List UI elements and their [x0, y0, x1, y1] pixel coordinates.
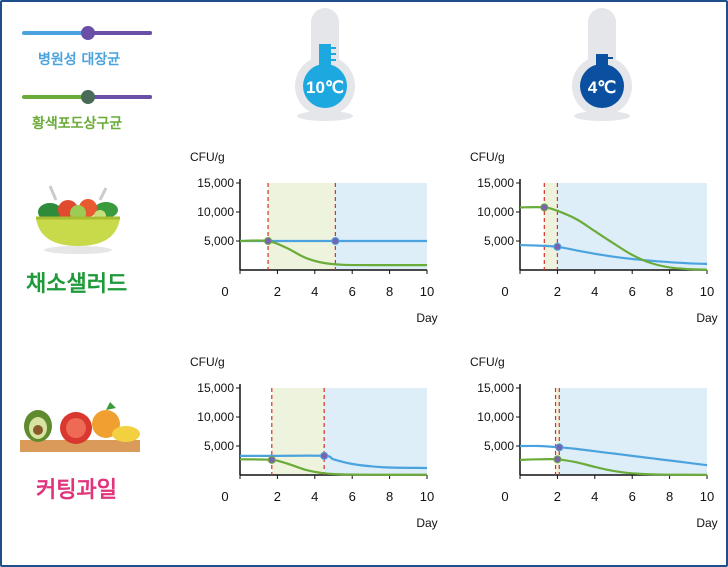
- x-tick-label: 0: [221, 489, 228, 504]
- y-tick-label: 15,000: [477, 381, 514, 395]
- x-axis-label: Day: [416, 516, 437, 530]
- legend-marker-ecoli: [81, 26, 95, 40]
- y-tick-label: 5,000: [484, 234, 514, 248]
- x-tick-label: 10: [700, 489, 714, 504]
- phase-region-decline: [557, 183, 707, 270]
- x-axis-label: Day: [696, 516, 717, 530]
- data-point-marker-ecoli: [320, 451, 329, 460]
- data-point-marker-ecoli: [331, 237, 340, 245]
- y-axis-label: CFU/g: [190, 355, 225, 369]
- series-line-staph: [519, 206, 708, 271]
- y-tick-label: 5,000: [484, 439, 514, 453]
- thermometer-10c-label: 10℃: [306, 78, 344, 97]
- x-tick-label: 2: [554, 489, 561, 504]
- thermometer-4c-label: 4℃: [588, 78, 617, 97]
- x-tick-label: 10: [420, 489, 434, 504]
- y-tick-label: 15,000: [197, 176, 234, 190]
- chart-fruit-10c: 5,000 10,000 15,000 0 2 4 6 8 10 CFU/g Day: [190, 355, 438, 530]
- y-tick-label: 15,000: [197, 381, 234, 395]
- x-axis-label: Day: [696, 311, 717, 325]
- row-label-salad: 채소샐러드: [26, 272, 128, 297]
- x-tick-label: 4: [591, 489, 598, 504]
- x-tick-label: 2: [274, 489, 281, 504]
- phase-region-decline: [335, 183, 427, 270]
- x-tick-label: 8: [666, 284, 673, 299]
- data-point-marker-staph: [540, 203, 549, 212]
- legend-line-staph: [22, 90, 152, 104]
- y-tick-label: 15,000: [477, 176, 514, 190]
- x-tick-label: 4: [591, 284, 598, 299]
- x-tick-label: 8: [386, 489, 393, 504]
- x-tick-label: 6: [629, 489, 636, 504]
- data-point-marker-staph: [553, 455, 562, 464]
- x-tick-label: 4: [311, 489, 318, 504]
- y-tick-label: 10,000: [197, 410, 234, 424]
- phase-region-decline: [559, 388, 707, 475]
- x-tick-label: 6: [349, 489, 356, 504]
- y-tick-label: 10,000: [477, 410, 514, 424]
- x-tick-label: 10: [420, 284, 434, 299]
- x-tick-label: 6: [349, 284, 356, 299]
- y-tick-label: 5,000: [204, 234, 234, 248]
- y-axis-label: CFU/g: [190, 150, 225, 164]
- series-line-ecoli: [239, 454, 428, 470]
- y-tick-label: 10,000: [197, 205, 234, 219]
- series-line-ecoli: [519, 444, 708, 467]
- x-axis-label: Day: [416, 311, 437, 325]
- y-axis-label: CFU/g: [470, 150, 505, 164]
- thermometer-4c-icon: 4℃: [572, 8, 632, 121]
- x-tick-label: 8: [666, 489, 673, 504]
- cut-fruit-icon: [20, 402, 140, 452]
- legend-marker-staph: [81, 90, 95, 104]
- x-tick-label: 8: [386, 284, 393, 299]
- thermometer-10c-icon: 10℃: [295, 8, 355, 121]
- legend-label-staph: 황색포도상구균: [32, 116, 123, 132]
- x-tick-label: 0: [221, 284, 228, 299]
- chart-salad-4c: 5,000 10,000 15,000 0 2 4 6 8 10 CFU/g Day: [470, 150, 718, 325]
- y-tick-label: 5,000: [204, 439, 234, 453]
- data-point-marker-ecoli: [555, 443, 564, 452]
- data-point-marker-staph: [264, 237, 273, 245]
- data-point-marker-ecoli: [553, 242, 562, 251]
- x-tick-label: 2: [274, 284, 281, 299]
- x-tick-label: 6: [629, 284, 636, 299]
- x-tick-label: 0: [501, 489, 508, 504]
- y-tick-label: 10,000: [477, 205, 514, 219]
- chart-salad-10c: 5,000 10,000 15,000 0 2 4 6 8 10 CFU/g Day: [190, 150, 438, 325]
- salad-bowl-icon: [36, 185, 120, 254]
- series-line-staph: [519, 457, 708, 476]
- series-line-ecoli: [519, 244, 708, 265]
- phase-region-lag: [544, 183, 558, 270]
- legend-label-ecoli: 병원성 대장균: [38, 52, 121, 68]
- phase-region-lag: [555, 388, 560, 475]
- x-tick-label: 0: [501, 284, 508, 299]
- x-tick-label: 4: [311, 284, 318, 299]
- row-label-fruit: 커팅과일: [36, 478, 117, 503]
- x-tick-label: 2: [554, 284, 561, 299]
- legend-line-ecoli: [22, 26, 152, 40]
- x-tick-label: 10: [700, 284, 714, 299]
- y-axis-label: CFU/g: [470, 355, 505, 369]
- chart-fruit-4c: 5,000 10,000 15,000 0 2 4 6 8 10 CFU/g Day: [470, 355, 718, 530]
- data-point-marker-staph: [267, 455, 276, 464]
